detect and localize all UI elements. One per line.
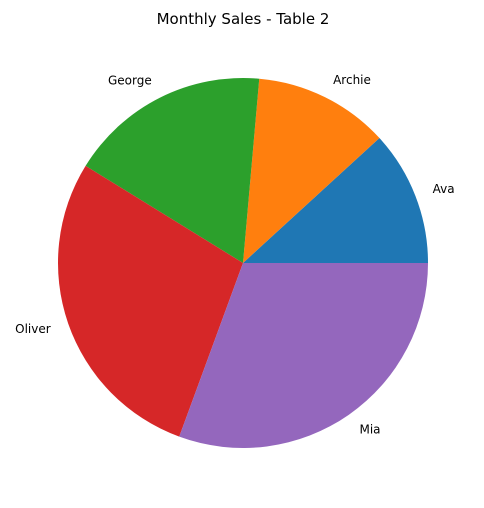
pie-label-oliver: Oliver: [15, 322, 51, 336]
pie-label-ava: Ava: [433, 182, 455, 196]
pie-slice-ava: [243, 138, 428, 263]
pie-slices: [57, 78, 428, 449]
pie-slice-archie: [243, 78, 380, 263]
pie-slice-oliver: [57, 165, 243, 437]
pie-label-george: George: [108, 74, 152, 88]
pie-label-mia: Mia: [359, 422, 380, 436]
pie-labels: Ava Archie George Oliver Mia: [15, 73, 455, 436]
pie-slice-mia: [179, 263, 428, 449]
chart-title: Monthly Sales - Table 2: [157, 10, 330, 28]
pie-label-archie: Archie: [333, 73, 371, 87]
pie-slice-george: [85, 78, 260, 263]
